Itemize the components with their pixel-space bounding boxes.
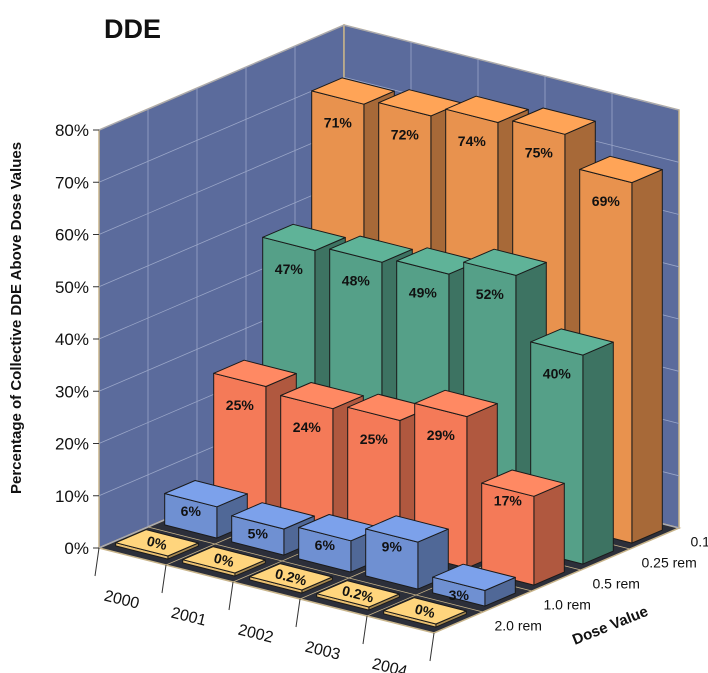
data-label: 24%	[293, 419, 322, 435]
bar-top	[365, 515, 449, 543]
bar: 0%	[383, 597, 467, 628]
bar-top	[512, 107, 596, 135]
y-tick-label: 80%	[55, 121, 89, 140]
bar-top	[231, 502, 315, 530]
chart-title: DDE	[104, 14, 161, 44]
bar-side	[582, 341, 614, 565]
bar-top	[311, 77, 395, 105]
data-label: 52%	[476, 286, 505, 302]
x-tick-mark	[429, 632, 435, 662]
data-label: 40%	[543, 366, 572, 382]
bar-top	[280, 382, 364, 410]
bar: 0.2%	[249, 563, 333, 594]
y-tick-label: 30%	[55, 382, 89, 401]
dose-tick-label: 0.1 rem	[691, 534, 708, 550]
y-tick-label: 0%	[64, 539, 89, 558]
bar-top	[115, 529, 199, 557]
bar-top	[316, 580, 400, 608]
bar: 0%	[115, 529, 199, 560]
y-axis-label: Percentage of Collective DDE Above Dose …	[8, 142, 25, 494]
x-tick-label: 2002	[236, 622, 275, 647]
bar-top	[329, 235, 413, 263]
dose-tick-label: 2.0 rem	[495, 618, 542, 634]
bar-top	[432, 563, 516, 591]
data-label: 75%	[525, 145, 554, 161]
bar-side	[631, 169, 663, 544]
bar-top	[383, 597, 467, 625]
x-tick-mark	[94, 547, 100, 577]
data-label: 0.2%	[341, 582, 376, 605]
data-label: 25%	[226, 397, 255, 413]
bar-top	[262, 223, 346, 252]
bar-top	[414, 389, 498, 418]
dose-tick-label: 0.5 rem	[593, 576, 640, 592]
gridline	[98, 24, 680, 131]
bar-top	[182, 546, 266, 574]
data-label: 0%	[413, 601, 437, 622]
bar-top	[164, 480, 248, 508]
bar-top	[463, 248, 547, 276]
bar: 0.2%	[316, 580, 400, 611]
y-tick-label: 70%	[55, 173, 89, 192]
x-tick-label: 2003	[303, 639, 342, 664]
data-label: 29%	[427, 427, 456, 443]
data-label: 6%	[181, 503, 202, 519]
data-label: 74%	[458, 133, 487, 149]
data-label: 6%	[315, 537, 336, 553]
x-tick-mark	[161, 564, 167, 594]
data-label: 25%	[360, 431, 389, 447]
data-label: 3%	[449, 587, 470, 603]
x-tick-label: 2004	[370, 656, 409, 673]
x-tick-mark	[295, 598, 301, 628]
x-tick-label: 2000	[102, 588, 141, 613]
bar-top	[249, 563, 333, 591]
bar: 3%	[432, 563, 516, 607]
dose-tick-label: 0.25 rem	[642, 555, 697, 571]
x-tick-label: 2001	[169, 605, 208, 630]
bar-top	[445, 95, 529, 123]
data-label: 48%	[342, 273, 371, 289]
y-tick-label: 40%	[55, 330, 89, 349]
bar-top	[213, 359, 297, 387]
data-label: 69%	[592, 193, 621, 209]
floor-gridline	[147, 526, 484, 613]
bar-side	[533, 482, 565, 586]
data-label: 0%	[212, 550, 236, 571]
dose-tick-label: 1.0 rem	[544, 597, 591, 613]
data-label: 71%	[324, 115, 353, 131]
bar-top	[481, 469, 565, 497]
data-label: 0%	[145, 533, 169, 554]
bar-top	[579, 155, 663, 184]
bars-layer: 71% 72% 74% 75% 69% 47% 48% 49% 52% 40% 25% 24% 25% 2…	[115, 77, 663, 628]
x-tick-mark	[362, 615, 368, 645]
data-label: 9%	[382, 539, 403, 555]
bar: 17%	[481, 469, 565, 586]
y-tick-label: 60%	[55, 226, 89, 245]
y-tick-label: 50%	[55, 278, 89, 297]
data-label: 49%	[409, 285, 438, 301]
data-label: 17%	[494, 493, 523, 509]
bar: 0%	[182, 546, 266, 577]
y-tick-label: 10%	[55, 487, 89, 506]
y-tick-label: 20%	[55, 435, 89, 454]
data-label: 72%	[391, 126, 420, 142]
bar-top	[530, 328, 614, 356]
data-label: 0.2%	[274, 565, 309, 588]
data-label: 5%	[248, 525, 269, 541]
x-tick-mark	[228, 581, 234, 611]
data-label: 47%	[275, 261, 304, 277]
